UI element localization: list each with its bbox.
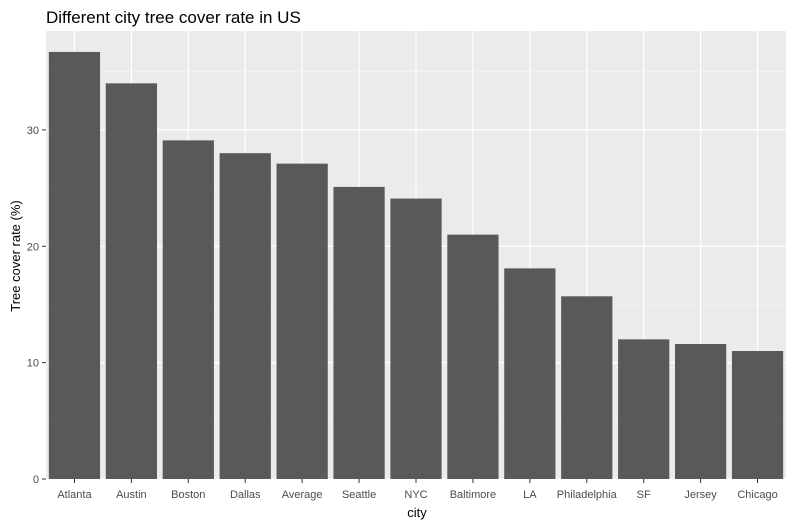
bar-jersey xyxy=(675,344,727,479)
x-tick-label: Chicago xyxy=(737,489,777,501)
bar-atlanta xyxy=(48,51,101,479)
bars xyxy=(48,51,784,479)
y-tick-label: 30 xyxy=(27,125,39,137)
bar-baltimore xyxy=(447,234,499,479)
bar-dallas xyxy=(219,153,271,479)
y-axis: 0 10 20 30 xyxy=(27,125,46,486)
x-tick-label: Dallas xyxy=(230,489,261,501)
x-tick-label: SF xyxy=(637,489,651,501)
x-tick-label: Philadelphia xyxy=(557,489,618,501)
x-tick-label: NYC xyxy=(404,489,427,501)
x-axis-title: city xyxy=(407,505,427,520)
x-axis: Atlanta Austin Boston Dallas Average Seattle N… xyxy=(57,479,778,501)
x-tick-label: Baltimore xyxy=(450,489,496,501)
bar-chicago xyxy=(731,351,784,479)
bar-average xyxy=(276,163,328,479)
x-tick-label: Average xyxy=(282,489,323,501)
x-tick-label: LA xyxy=(523,489,537,501)
y-tick-label: 20 xyxy=(27,241,39,253)
y-tick-label: 10 xyxy=(27,358,39,370)
bar-austin xyxy=(105,83,157,479)
x-tick-label: Austin xyxy=(116,489,147,501)
y-tick-label: 0 xyxy=(33,474,39,486)
x-tick-label: Jersey xyxy=(684,489,717,501)
bar-boston xyxy=(162,140,214,479)
bar-la xyxy=(504,268,556,479)
x-tick-label: Seattle xyxy=(342,489,376,501)
chart-title: Different city tree cover rate in US xyxy=(46,8,301,27)
x-tick-label: Boston xyxy=(171,489,205,501)
bar-nyc xyxy=(390,198,442,479)
bar-sf xyxy=(618,339,670,479)
y-axis-title: Tree cover rate (%) xyxy=(8,200,23,312)
x-tick-label: Atlanta xyxy=(57,489,92,501)
bar-philadelphia xyxy=(561,296,613,479)
bar-seattle xyxy=(333,186,385,479)
